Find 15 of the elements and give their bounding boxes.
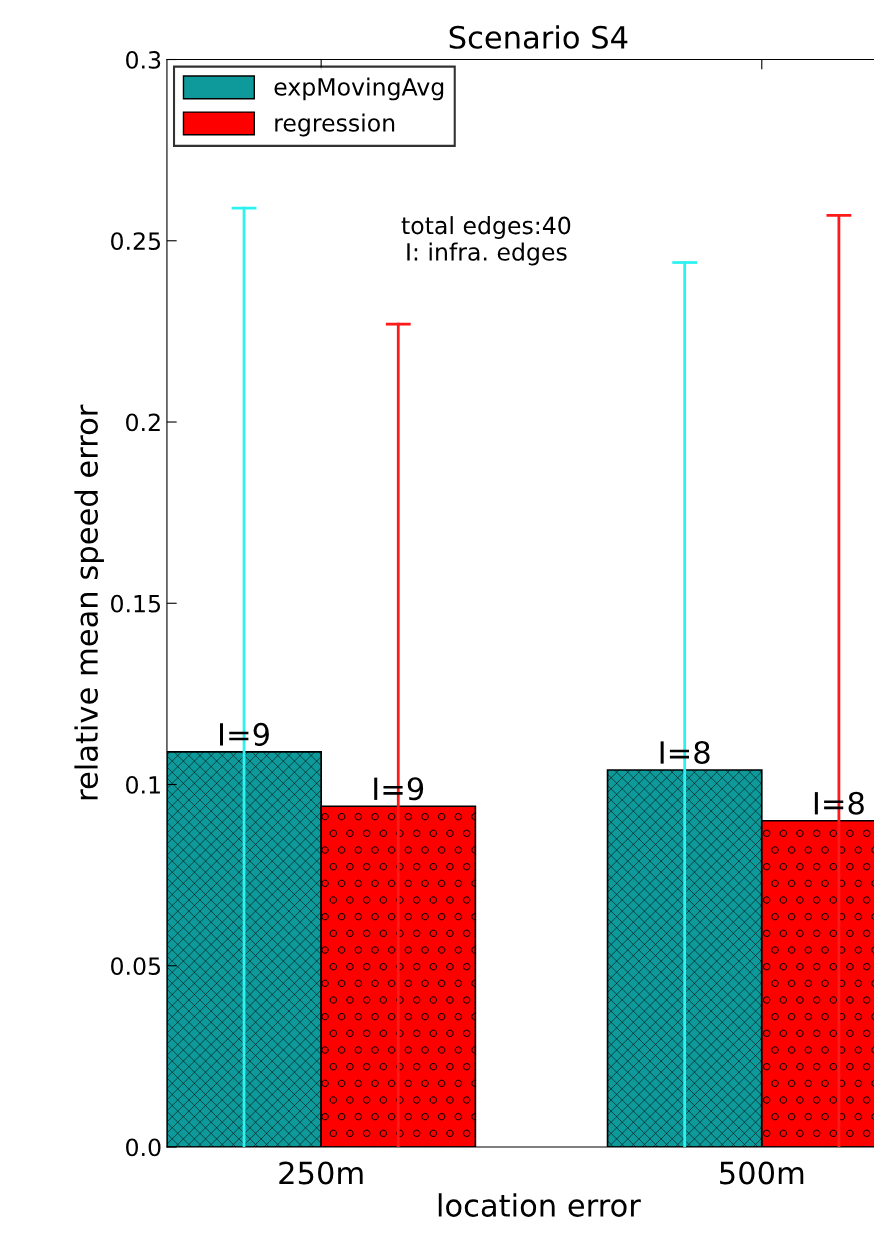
y-tick-label: 0.3 bbox=[126, 50, 161, 69]
x-tick-label: 250m bbox=[279, 1161, 363, 1185]
y-tick-label: 0.0 bbox=[126, 1138, 161, 1157]
y-tick-label: 0.2 bbox=[126, 413, 160, 432]
y-tick-label: 0.15 bbox=[111, 594, 161, 613]
legend-label: expMovingAvg bbox=[274, 77, 444, 101]
x-tick-label: 500m bbox=[720, 1161, 804, 1185]
legend-label: regression bbox=[275, 113, 395, 137]
y-tick-label: 0.1 bbox=[126, 775, 160, 794]
annotation: total edges:40 I: infra. edges bbox=[401, 216, 571, 266]
y-tick-label: 0.25 bbox=[111, 232, 161, 251]
x-axis-title: location error bbox=[438, 1193, 641, 1217]
chart-title: Scenario S4 bbox=[449, 25, 628, 49]
y-tick-label: 0.05 bbox=[111, 957, 161, 976]
y-axis-title: relative mean speed error bbox=[74, 404, 104, 800]
